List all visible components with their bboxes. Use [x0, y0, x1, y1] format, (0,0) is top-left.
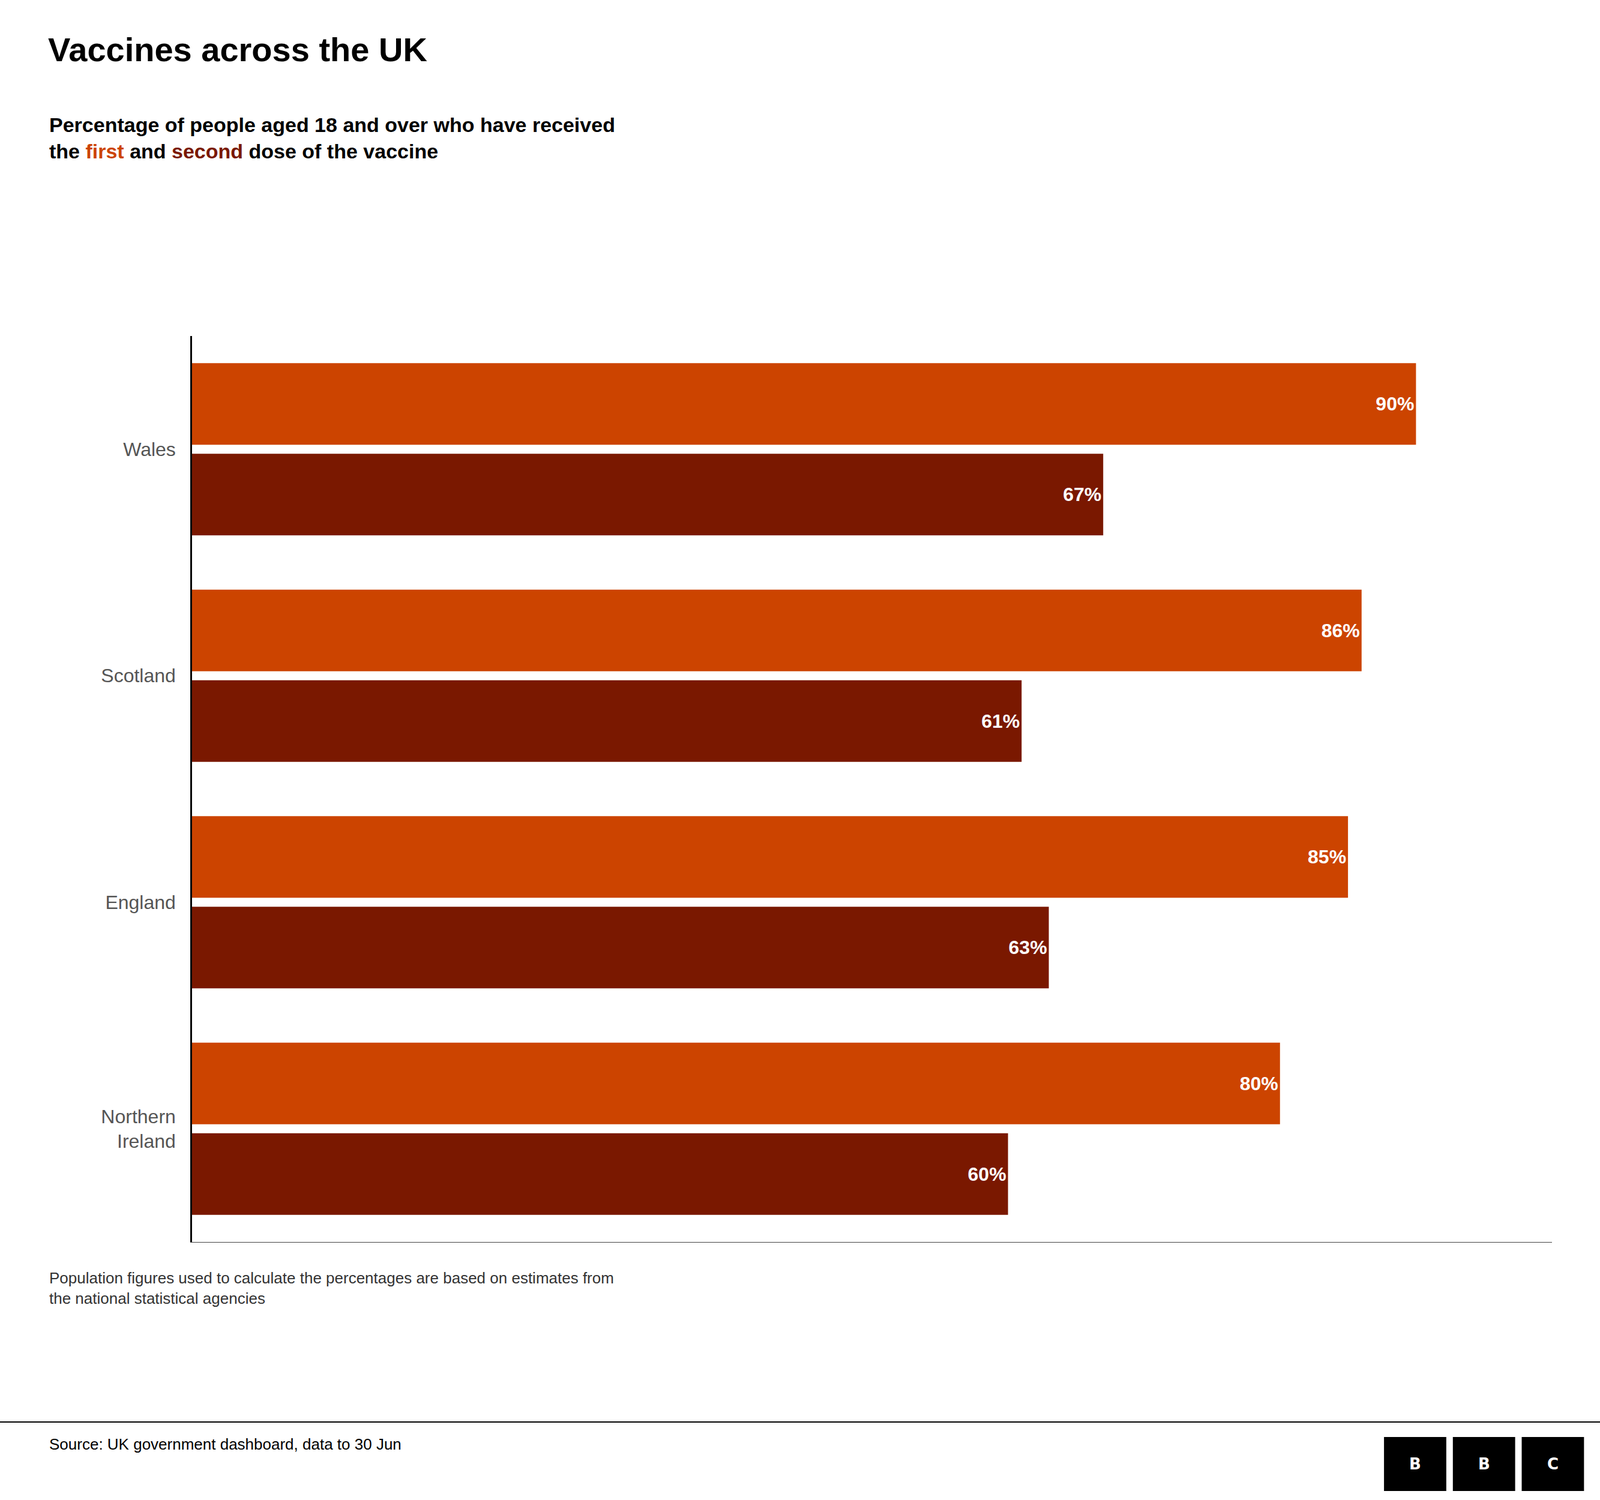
svg-text:B: B: [1478, 1455, 1491, 1474]
svg-text:Population figures used to cal: Population figures used to calculate the…: [49, 1269, 614, 1308]
svg-text:61%: 61%: [981, 710, 1020, 733]
svg-text:85%: 85%: [1307, 846, 1347, 868]
svg-text:90%: 90%: [1375, 393, 1414, 415]
svg-text:86%: 86%: [1321, 619, 1360, 642]
svg-text:B: B: [1409, 1455, 1422, 1474]
svg-text:Vaccines across the UK: Vaccines across the UK: [48, 30, 428, 69]
svg-text:67%: 67%: [1062, 483, 1102, 506]
svg-text:80%: 80%: [1239, 1073, 1279, 1095]
svg-text:Wales: Wales: [123, 438, 176, 461]
svg-text:Percentage of people aged 18 a: Percentage of people aged 18 and over wh…: [49, 113, 616, 163]
svg-text:63%: 63%: [1008, 936, 1048, 959]
svg-text:England: England: [105, 891, 176, 914]
svg-text:Scotland: Scotland: [100, 664, 176, 687]
svg-text:Source: UK government dashboar: Source: UK government dashboard, data to…: [49, 1435, 402, 1454]
svg-text:60%: 60%: [968, 1163, 1007, 1186]
svg-text:NorthernIreland: NorthernIreland: [100, 1106, 176, 1153]
svg-text:C: C: [1547, 1455, 1559, 1474]
